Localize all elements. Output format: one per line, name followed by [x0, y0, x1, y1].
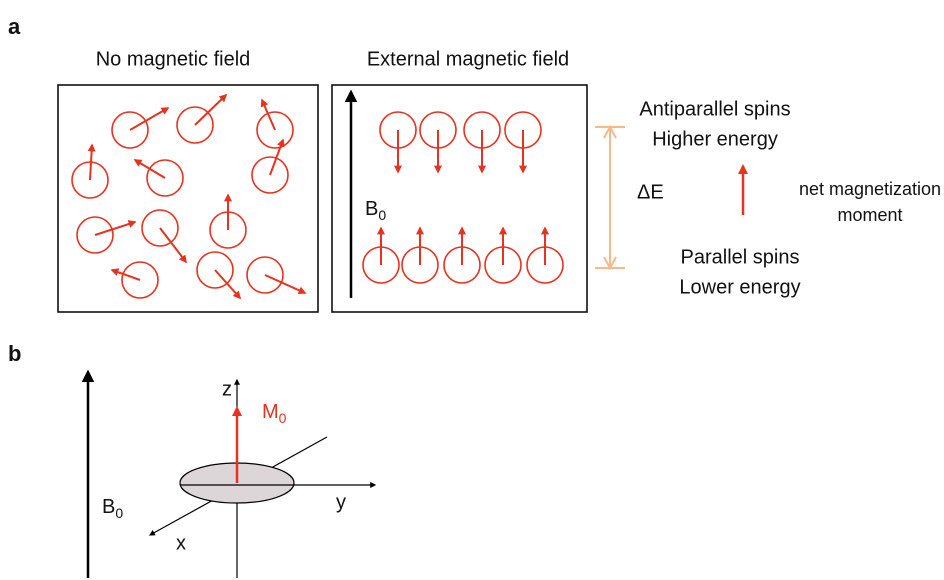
box — [58, 85, 318, 312]
spin-arrow — [130, 108, 168, 130]
spin-arrow — [90, 145, 92, 180]
spin-arrow — [215, 270, 240, 298]
spin-arrow — [265, 275, 305, 293]
spin-arrow — [135, 160, 165, 178]
state-text: Parallel spins — [681, 246, 800, 268]
diagram: a No magnetic field External magnetic fi… — [0, 0, 944, 580]
state-text: Antiparallel spins — [639, 98, 790, 120]
energy-bracket — [595, 127, 625, 268]
axis-label: y — [336, 491, 346, 513]
field-label: B0 — [365, 198, 386, 222]
moment-label: M0 — [262, 401, 287, 425]
delta-e: ΔE — [637, 181, 664, 203]
net-text: moment — [837, 205, 902, 225]
state-text: Lower energy — [679, 276, 800, 298]
net-text: net magnetization — [799, 179, 941, 199]
axis-label: x — [176, 532, 186, 554]
field-label: B0 — [102, 496, 123, 520]
state-text: Higher energy — [652, 128, 778, 150]
panel-title: External magnetic field — [367, 48, 569, 70]
axis-label: z — [222, 378, 232, 400]
spin-arrow — [112, 270, 140, 280]
panel-label: b — [8, 341, 21, 366]
panel-title: No magnetic field — [96, 48, 251, 70]
spin-arrow — [95, 222, 135, 235]
panel-label: a — [8, 14, 21, 39]
spin-arrow — [195, 95, 226, 125]
